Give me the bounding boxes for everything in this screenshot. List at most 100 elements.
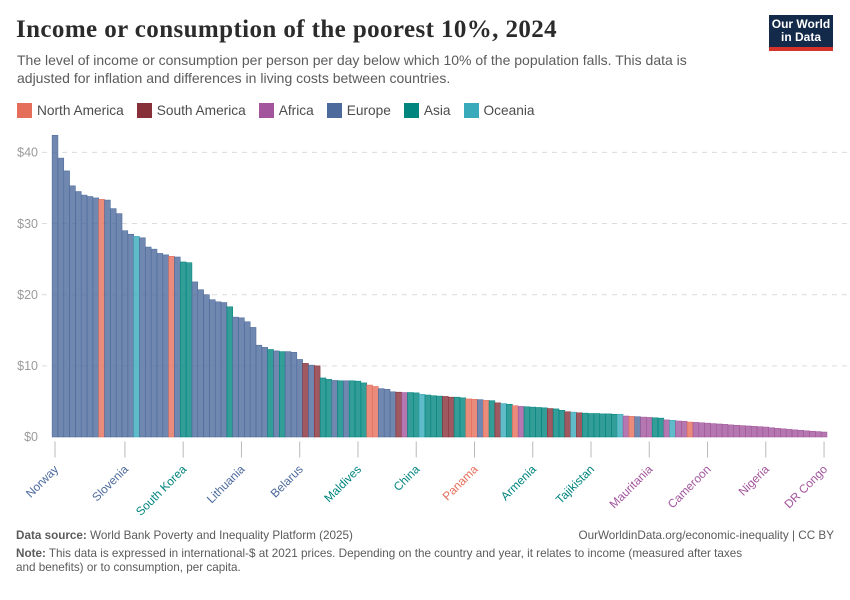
bar-3[interactable] [63, 170, 70, 438]
bar-108[interactable] [675, 420, 682, 438]
legend-item-oceania[interactable]: Oceania [463, 103, 535, 118]
bar-117[interactable] [727, 424, 735, 438]
license-link[interactable]: OurWorldinData.org/economic-inequality |… [578, 529, 834, 542]
bar-6[interactable] [80, 194, 88, 438]
bar-103[interactable] [646, 417, 653, 438]
bar-89[interactable] [564, 411, 571, 438]
bar-113[interactable] [704, 422, 711, 438]
bar-59[interactable] [389, 391, 397, 438]
bar-92[interactable] [581, 412, 589, 438]
bar-42[interactable] [290, 352, 298, 438]
legend-item-africa[interactable]: Africa [258, 103, 314, 118]
bar-76[interactable] [488, 400, 496, 438]
bar-68[interactable] [442, 396, 449, 438]
bar-99[interactable] [622, 415, 630, 438]
bar-95[interactable] [599, 413, 606, 438]
bar-65[interactable] [424, 394, 432, 438]
bar-69[interactable] [447, 396, 455, 438]
bar-45[interactable] [308, 364, 315, 438]
bar-17[interactable] [145, 246, 152, 438]
bar-79[interactable] [506, 403, 513, 438]
bar-121[interactable] [750, 426, 758, 438]
bar-75[interactable] [482, 400, 490, 438]
bar-119[interactable] [739, 425, 746, 438]
bar-44[interactable] [302, 363, 309, 438]
bar-106[interactable] [663, 419, 670, 438]
bar-115[interactable] [715, 423, 723, 438]
bar-87[interactable] [552, 408, 560, 438]
bar-23[interactable] [179, 261, 187, 438]
bar-118[interactable] [733, 424, 740, 438]
bar-35[interactable] [249, 327, 257, 438]
legend-item-south-america[interactable]: South America [136, 103, 246, 118]
bar-53[interactable] [354, 380, 362, 438]
bar-110[interactable] [686, 421, 694, 438]
bar-9[interactable] [98, 199, 105, 438]
bar-60[interactable] [395, 391, 402, 438]
bar-21[interactable] [168, 256, 175, 438]
bar-55[interactable] [366, 384, 373, 438]
bar-40[interactable] [279, 351, 286, 438]
bar-107[interactable] [669, 420, 676, 438]
bar-51[interactable] [343, 380, 350, 438]
legend-item-europe[interactable]: Europe [326, 103, 391, 118]
bar-63[interactable] [413, 392, 420, 438]
bar-82[interactable] [523, 406, 531, 438]
bar-1[interactable] [51, 135, 59, 438]
bar-62[interactable] [407, 392, 414, 438]
bar-111[interactable] [692, 422, 700, 438]
bar-16[interactable] [139, 237, 146, 438]
bar-39[interactable] [273, 350, 280, 438]
bar-47[interactable] [319, 377, 327, 438]
bar-91[interactable] [576, 412, 583, 438]
bar-32[interactable] [232, 316, 239, 438]
bar-24[interactable] [185, 262, 193, 438]
bar-31[interactable] [226, 306, 233, 438]
bar-102[interactable] [640, 416, 647, 438]
bar-41[interactable] [284, 351, 292, 438]
bar-33[interactable] [238, 317, 245, 438]
bar-90[interactable] [570, 411, 577, 438]
bar-101[interactable] [634, 416, 641, 438]
bar-15[interactable] [133, 236, 140, 438]
bar-73[interactable] [471, 399, 478, 438]
bar-34[interactable] [244, 321, 251, 438]
bar-46[interactable] [313, 365, 321, 438]
bar-105[interactable] [657, 417, 665, 438]
bar-56[interactable] [372, 386, 379, 438]
bar-86[interactable] [547, 408, 554, 438]
bar-124[interactable] [768, 427, 775, 438]
bar-122[interactable] [756, 426, 764, 438]
bar-20[interactable] [162, 254, 169, 438]
bar-70[interactable] [453, 396, 461, 438]
owid-logo[interactable]: Our World in Data [769, 15, 833, 51]
legend-item-north-america[interactable]: North America [17, 103, 124, 118]
bar-127[interactable] [785, 429, 793, 438]
bar-93[interactable] [587, 413, 595, 438]
bar-29[interactable] [214, 301, 222, 438]
bar-50[interactable] [337, 380, 344, 438]
bar-83[interactable] [529, 406, 536, 438]
bar-85[interactable] [541, 407, 548, 438]
bar-120[interactable] [745, 425, 752, 438]
bar-12[interactable] [115, 213, 123, 438]
bar-26[interactable] [197, 289, 204, 438]
bar-77[interactable] [494, 402, 501, 438]
bar-100[interactable] [628, 416, 635, 438]
bar-126[interactable] [780, 428, 787, 438]
bar-38[interactable] [267, 349, 274, 438]
bar-80[interactable] [512, 405, 519, 438]
bar-18[interactable] [150, 248, 158, 438]
bar-52[interactable] [348, 380, 356, 438]
bar-61[interactable] [401, 392, 408, 438]
bar-97[interactable] [611, 413, 618, 438]
bar-129[interactable] [797, 430, 804, 438]
bar-112[interactable] [698, 422, 705, 438]
bar-131[interactable] [809, 430, 816, 438]
bar-13[interactable] [121, 230, 129, 438]
bar-98[interactable] [616, 413, 624, 438]
bar-11[interactable] [110, 208, 117, 438]
bar-104[interactable] [651, 417, 659, 438]
bar-58[interactable] [383, 389, 391, 438]
bar-132[interactable] [815, 431, 822, 438]
